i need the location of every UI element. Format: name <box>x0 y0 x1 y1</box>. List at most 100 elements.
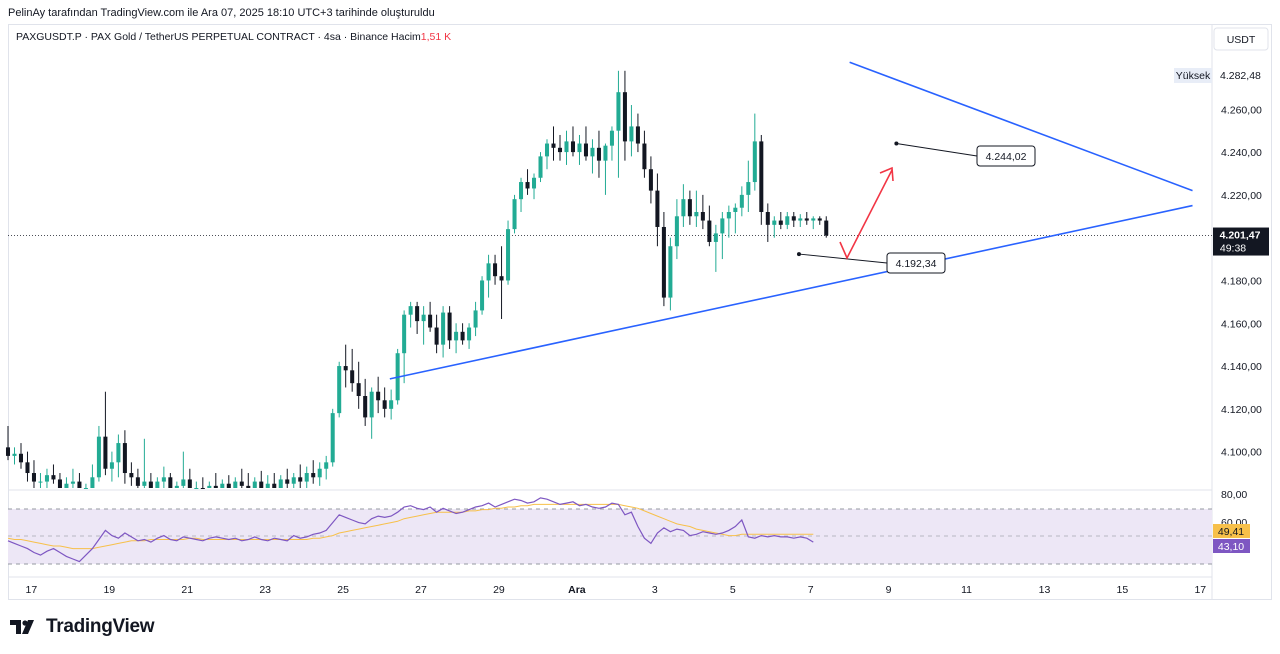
candle <box>116 434 121 478</box>
candle <box>324 455 329 480</box>
candle-body <box>583 143 588 157</box>
candle <box>168 473 173 488</box>
price-tick-label: 4.160,00 <box>1221 318 1262 330</box>
candle-body <box>824 220 829 236</box>
candle <box>538 152 543 183</box>
candle <box>337 361 342 418</box>
candle-body <box>772 220 777 225</box>
candle-body <box>739 194 744 208</box>
candle <box>415 301 420 334</box>
candle-body <box>239 481 244 486</box>
candle-body <box>51 475 56 480</box>
time-tick-label: 13 <box>1039 584 1051 596</box>
rsi-signal-value: 49,41 <box>1218 526 1244 538</box>
candle-body <box>467 327 472 341</box>
candle <box>609 126 614 161</box>
candle <box>447 306 452 349</box>
candle-body <box>181 479 186 486</box>
candle-body <box>174 485 179 488</box>
candle <box>96 425 101 482</box>
candle-body <box>408 306 413 315</box>
candle-body <box>713 233 718 242</box>
candle-body <box>220 483 225 488</box>
candle-body <box>551 143 556 148</box>
candle <box>343 344 348 388</box>
time-tick-label: 29 <box>493 584 505 596</box>
candle <box>629 105 634 157</box>
tradingview-logo-icon <box>10 620 34 634</box>
candle <box>700 194 705 230</box>
candle <box>635 113 640 153</box>
candle-body <box>506 229 511 281</box>
lower-trendline[interactable] <box>389 204 1193 380</box>
candle <box>220 479 225 488</box>
candle <box>668 237 673 311</box>
candle <box>135 468 140 488</box>
candle <box>129 462 134 486</box>
candle-body <box>5 447 11 456</box>
candle-body <box>544 143 550 157</box>
candle <box>278 475 283 488</box>
price-tick-label: 4.260,00 <box>1221 104 1262 116</box>
candle-body <box>668 246 673 298</box>
trendlines-group <box>389 61 1193 380</box>
candle-body <box>142 481 147 486</box>
candle-body <box>278 479 283 488</box>
candle <box>265 475 270 488</box>
rsi-level-80: 80,00 <box>1221 489 1247 501</box>
candle <box>720 212 725 260</box>
last-price-tag: 4.201,47 49:38 <box>1213 227 1269 256</box>
candle-body <box>330 413 335 463</box>
price-tick-label: 4.120,00 <box>1221 404 1262 416</box>
symbol-title: PAXGUSDT.P · PAX Gold / TetherUS PERPETU… <box>16 31 389 43</box>
candle <box>583 126 588 161</box>
projection-arrows <box>839 166 894 260</box>
candle <box>174 481 179 488</box>
candle <box>713 224 718 272</box>
candle <box>532 173 537 200</box>
candle <box>142 438 147 488</box>
candle <box>90 464 95 488</box>
candle <box>506 220 511 285</box>
candle-body <box>661 226 666 298</box>
symbol-legend[interactable]: PAXGUSDT.P · PAX Gold / TetherUS PERPETU… <box>16 31 451 43</box>
candle <box>785 212 790 230</box>
upper-target-annotation[interactable]: 4.244,02 <box>894 141 1036 167</box>
candle <box>519 177 524 212</box>
candle <box>181 451 186 488</box>
candle <box>603 143 608 195</box>
candle-body <box>285 479 290 484</box>
upper-trendline[interactable] <box>849 61 1193 192</box>
tradingview-logo[interactable]: TradingView <box>10 616 155 638</box>
candle-body <box>363 396 368 418</box>
high-label: Yüksek <box>1176 70 1211 82</box>
candle-body <box>687 199 692 217</box>
currency-button-label: USDT <box>1227 34 1256 46</box>
lower-support-annotation[interactable]: 4.192,34 <box>796 252 946 274</box>
candle-body <box>532 177 537 189</box>
candle <box>194 481 199 489</box>
candle-body <box>791 216 796 221</box>
currency-button[interactable]: USDT <box>1213 27 1269 51</box>
candle-body <box>168 477 173 488</box>
upper-target-dot <box>894 141 899 146</box>
rsi-line <box>7 497 814 563</box>
candle-body <box>798 218 803 221</box>
candle <box>77 473 82 488</box>
candle-body <box>337 366 342 414</box>
candle-body <box>785 216 790 225</box>
candle <box>687 190 692 225</box>
candle <box>772 216 777 238</box>
time-axis[interactable]: 17 19 21 23 25 27 29 Ara 3 5 7 9 11 13 15 17 <box>26 584 1207 596</box>
candle-body <box>311 473 316 478</box>
candle <box>544 139 550 170</box>
candle-body <box>707 220 712 242</box>
candle-body <box>44 475 49 482</box>
candle <box>246 473 251 488</box>
lower-support-line <box>798 253 888 264</box>
candle-body <box>694 212 699 217</box>
candle <box>252 477 257 488</box>
time-tick-label: 5 <box>730 584 736 596</box>
candle-body <box>369 391 374 418</box>
